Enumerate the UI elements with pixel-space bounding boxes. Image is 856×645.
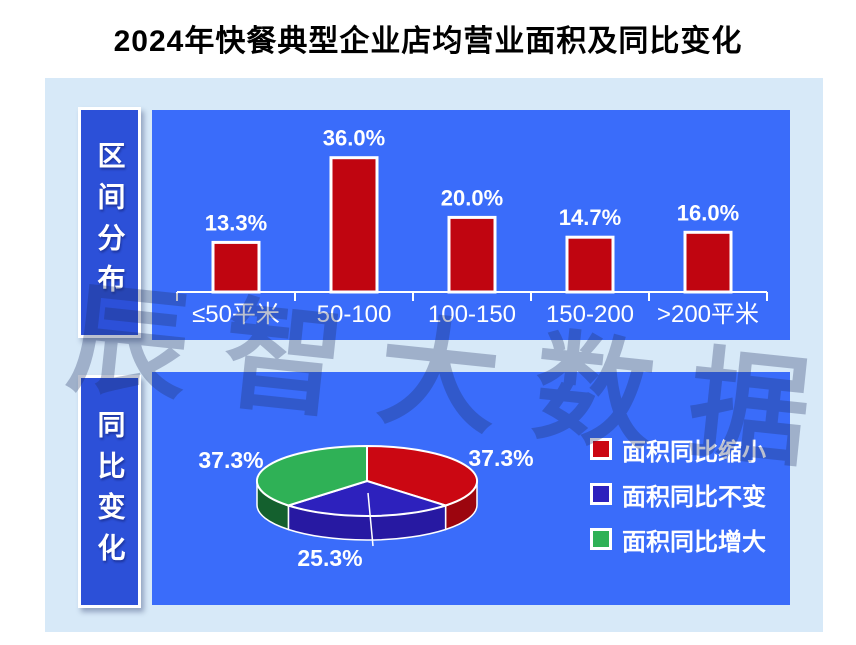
section-label-distribution: 区间分布 — [78, 107, 141, 338]
pie-chart-panel: 37.3% 25.3% 37.3% 面积同比缩小 面积同比不变 面积同比增大 — [152, 372, 790, 605]
pie-slice-label: 37.3% — [198, 447, 263, 473]
pie-slice-label: 25.3% — [297, 545, 362, 571]
pie-slice — [255, 444, 368, 507]
bar — [211, 240, 261, 294]
bar — [447, 215, 497, 294]
bar-chart-host: 13.3% ≤50平米 36.0% 50-100 20.0% 100-150 14.7% 15… — [152, 110, 790, 340]
pie-chart: 37.3% 25.3% 37.3% — [198, 444, 534, 571]
bar-category-label: 150-200 — [546, 301, 634, 328]
legend-label: 面积同比不变 — [622, 483, 766, 511]
bar-value-label: 20.0% — [441, 185, 503, 210]
pie-chart-host: 37.3% 25.3% 37.3% — [152, 372, 790, 605]
legend: 面积同比缩小 面积同比不变 面积同比增大 — [590, 435, 766, 570]
legend-label: 面积同比增大 — [622, 528, 766, 556]
legend-item: 面积同比缩小 — [590, 435, 766, 466]
legend-swatch — [590, 528, 612, 550]
bar-category-label: 100-150 — [428, 301, 516, 328]
section-label-yoy: 同比变化 — [78, 375, 141, 608]
pie-slice — [285, 479, 449, 517]
bar-chart-panel: 13.3% ≤50平米 36.0% 50-100 20.0% 100-150 14.7% 15… — [152, 110, 790, 340]
bar-chart: 13.3% ≤50平米 36.0% 50-100 20.0% 100-150 14.7% 15… — [176, 126, 768, 328]
section-label-yoy-text: 同比变化 — [94, 409, 126, 574]
legend-label: 面积同比缩小 — [622, 438, 766, 466]
bar-category-label: >200平米 — [657, 301, 759, 328]
pie-slice — [366, 444, 479, 507]
bar-category-label: 50-100 — [317, 301, 392, 328]
bar — [565, 235, 615, 294]
bar-value-label: 16.0% — [677, 200, 739, 225]
bar-value-label: 13.3% — [205, 210, 267, 235]
bar-value-label: 36.0% — [323, 126, 385, 151]
legend-swatch — [590, 438, 612, 460]
section-label-distribution-text: 区间分布 — [94, 140, 126, 305]
chart-canvas: 区间分布 13.3% ≤50平米 36.0% 50-100 20.0% 100-150 14… — [45, 78, 851, 632]
legend-swatch — [590, 483, 612, 505]
bar — [683, 230, 733, 294]
pie-slice-label: 37.3% — [468, 445, 533, 471]
legend-item: 面积同比不变 — [590, 480, 766, 511]
bar — [329, 156, 379, 294]
legend-item: 面积同比增大 — [590, 525, 766, 556]
bar-category-label: ≤50平米 — [192, 301, 280, 328]
bar-value-label: 14.7% — [559, 205, 621, 230]
pie-leader-line — [367, 492, 374, 547]
page-title: 2024年快餐典型企业店均营业面积及同比变化 — [113, 25, 743, 58]
